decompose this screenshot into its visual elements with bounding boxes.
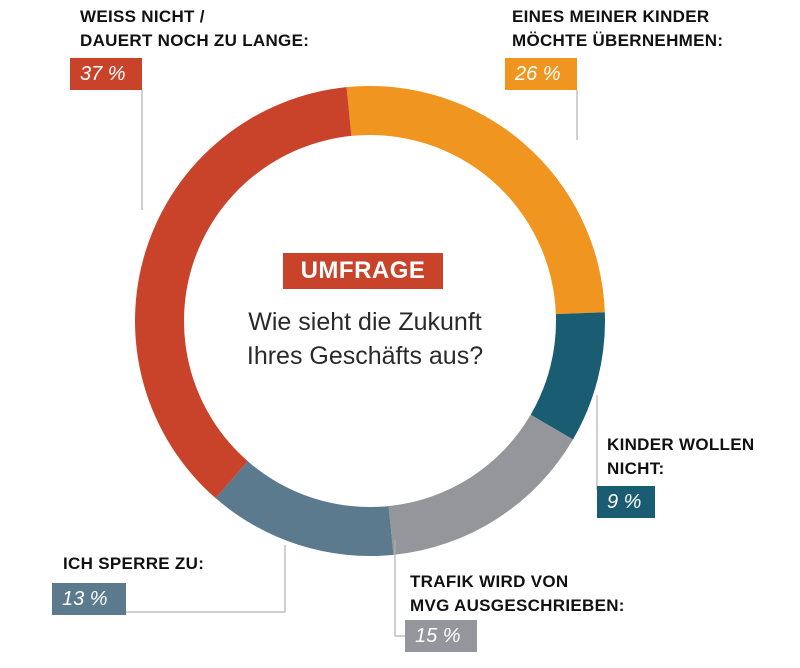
slice-label-trafik-ausgeschrieben: TRAFIK WIRD VON MVG AUSGESCHRIEBEN: bbox=[410, 572, 625, 615]
slice-kinder-wollen-nicht bbox=[530, 312, 605, 440]
leader-ich-sperre-zu bbox=[126, 545, 286, 613]
slice-trafik-ausgeschrieben bbox=[388, 414, 573, 555]
slice-label-weiss-nicht: WEISS NICHT / DAUERT NOCH ZU LANGE: bbox=[80, 7, 310, 50]
value-badge-weiss-nicht: 37 % bbox=[70, 58, 142, 90]
slice-kind-uebernimmt bbox=[346, 86, 605, 315]
slice-label-kind-uebernimmt: EINES MEINER KINDER MÖCHTE ÜBERNEHMEN: bbox=[512, 7, 724, 50]
slice-label-ich-sperre-zu: ICH SPERRE ZU: bbox=[63, 554, 205, 573]
value-badge-kinder-wollen-nicht: 9 % bbox=[597, 486, 655, 518]
slice-weiss-nicht bbox=[135, 87, 352, 499]
value-badge-ich-sperre-zu: 13 % bbox=[52, 583, 126, 615]
survey-question: Wie sieht die Zukunft Ihres Geschäfts au… bbox=[246, 308, 484, 370]
value-badge-trafik-ausgeschrieben: 15 % bbox=[405, 620, 477, 652]
survey-tag: UMFRAGE bbox=[283, 253, 443, 289]
slice-label-kinder-wollen-nicht: KINDER WOLLEN NICHT: bbox=[607, 435, 755, 478]
slice-ich-sperre-zu bbox=[215, 461, 394, 556]
value-badge-kind-uebernimmt: 26 % bbox=[505, 58, 577, 90]
leader-trafik-ausgeschrieben bbox=[394, 540, 405, 637]
